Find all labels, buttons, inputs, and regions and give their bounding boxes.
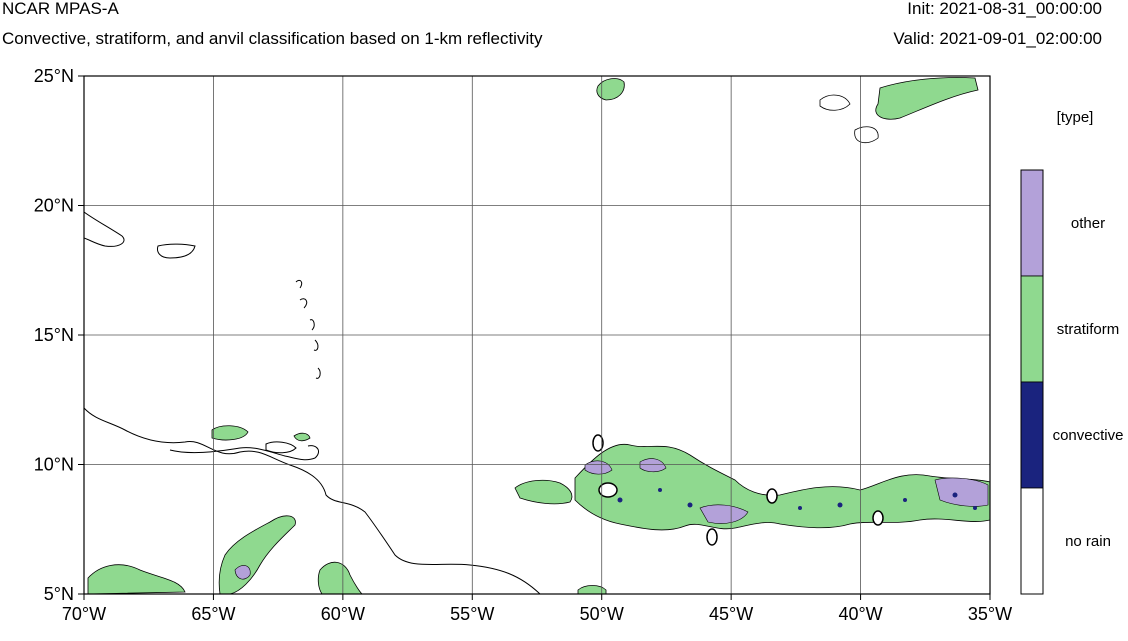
coast-hispaniola [84, 211, 125, 247]
rain-patch-southwest [234, 565, 251, 580]
rain-patch-north [596, 78, 625, 101]
legend-label: convective [1053, 427, 1124, 444]
lon-tick-label: 65°W [191, 604, 235, 624]
rain-patch-southwest [87, 564, 186, 594]
init-time: Init: 2021-08-31_00:00:00 [907, 0, 1102, 18]
legend-swatch [1020, 169, 1044, 277]
coast-lesser-antilles [295, 279, 321, 379]
map-title: NCAR MPAS-A [2, 0, 119, 18]
lon-axis: 70°W 65°W 60°W 55°W 50°W 45°W 40°W 35°W [62, 594, 1012, 624]
other-patch [934, 477, 989, 507]
lat-tick-label: 10°N [34, 455, 74, 475]
legend-title: [type] [1057, 109, 1094, 126]
coast-south-america [84, 407, 541, 594]
rain-patch-northeast [875, 77, 979, 120]
lat-tick-label: 25°N [34, 66, 74, 86]
lat-tick-label: 5°N [44, 584, 74, 604]
lat-tick-label: 20°N [34, 196, 74, 216]
lon-tick-label: 50°W [580, 604, 624, 624]
rain-band-west [514, 479, 573, 505]
legend-swatch [1020, 381, 1044, 489]
rain-patch-islands [293, 432, 311, 442]
gridlines [84, 76, 990, 594]
lon-tick-label: 60°W [321, 604, 365, 624]
lon-tick-label: 45°W [709, 604, 753, 624]
rain-patch-south [577, 585, 607, 594]
convective-cores [617, 488, 977, 510]
coastlines [84, 211, 541, 594]
lat-axis: 25°N 20°N 15°N 10°N 5°N [34, 66, 84, 604]
lon-tick-label: 40°W [838, 604, 882, 624]
other-patch [639, 458, 667, 473]
map-subtitle: Convective, stratiform, and anvil classi… [2, 29, 543, 48]
legend-swatch [1020, 487, 1044, 595]
lon-tick-label: 35°W [968, 604, 1012, 624]
lon-tick-label: 55°W [450, 604, 494, 624]
legend-label: no rain [1065, 533, 1111, 550]
legend-frame [1020, 169, 1044, 595]
rain-patch-islands [211, 425, 249, 441]
no-rain-holes [592, 434, 884, 546]
lat-tick-label: 15°N [34, 325, 74, 345]
coast-puerto-rico [157, 243, 196, 259]
coast-venezuela-north [169, 445, 319, 461]
rain-patch-northeast-2 [819, 94, 879, 144]
legend: [type] other stratiform convective no rain [1020, 109, 1124, 595]
legend-label: stratiform [1057, 321, 1120, 338]
lon-tick-label: 70°W [62, 604, 106, 624]
precip-field [87, 77, 990, 594]
other-patch [699, 504, 749, 524]
legend-swatch [1020, 275, 1044, 383]
valid-time: Valid: 2021-09-01_02:00:00 [893, 29, 1102, 48]
legend-label: other [1071, 215, 1105, 232]
rain-patch-south [317, 561, 363, 594]
coast-trinidad [265, 441, 297, 454]
rain-band-stratiform [574, 443, 990, 531]
